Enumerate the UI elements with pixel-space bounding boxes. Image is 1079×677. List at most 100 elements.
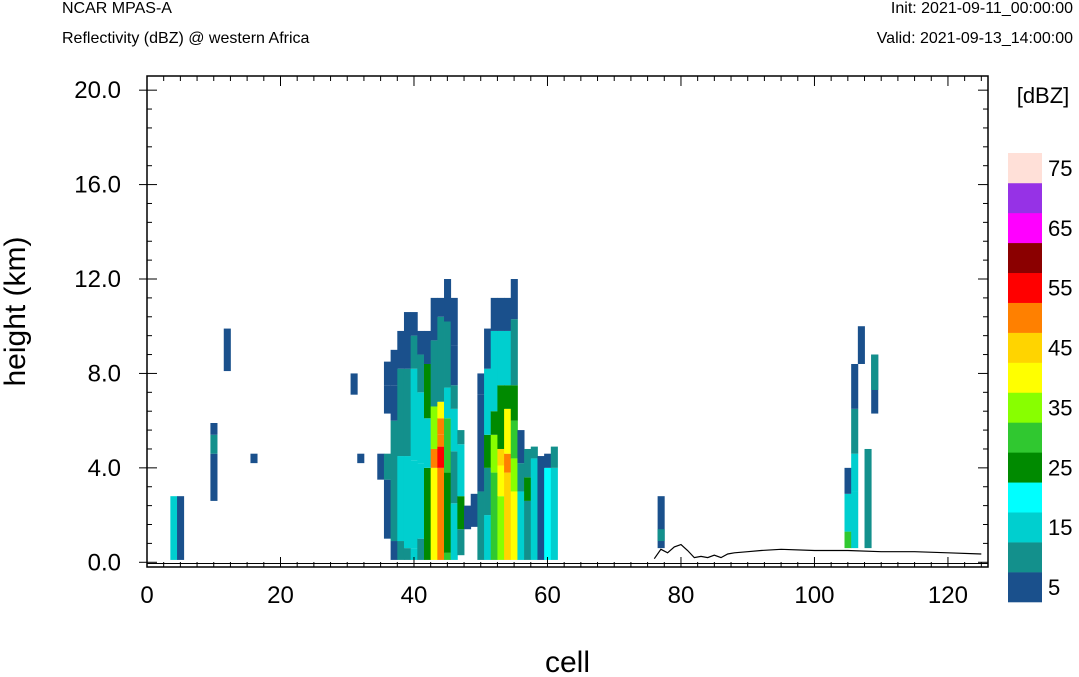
reflectivity-cell <box>424 418 432 468</box>
x-tick-label: 100 <box>794 582 834 609</box>
colorbar-swatch <box>1008 302 1042 333</box>
reflectivity-cell <box>403 312 412 369</box>
colorbar-label: 35 <box>1048 395 1072 420</box>
reflectivity-cell <box>504 453 512 473</box>
reflectivity-cell <box>450 451 458 504</box>
colorbar-swatch <box>1008 153 1042 184</box>
reflectivity-cell <box>470 493 478 527</box>
reflectivity-cell <box>497 297 505 331</box>
colorbar-units: [dBZ] <box>1017 83 1070 108</box>
reflectivity-cell <box>397 368 405 457</box>
reflectivity-cell <box>871 354 879 390</box>
reflectivity-cell <box>450 385 458 409</box>
reflectivity-cell <box>397 456 405 542</box>
reflectivity-cell <box>397 330 405 369</box>
reflectivity-cell <box>657 529 665 542</box>
reflectivity-cell <box>657 496 665 549</box>
reflectivity-cell <box>524 477 532 501</box>
colorbar-swatch <box>1008 242 1042 274</box>
reflectivity-cell <box>490 434 498 473</box>
reflectivity-cell <box>450 408 458 452</box>
reflectivity-cell <box>497 330 505 386</box>
reflectivity-cell <box>350 373 358 395</box>
reflectivity-cell <box>430 406 438 449</box>
reflectivity-cell <box>537 456 545 560</box>
x-tick-labels: 0 20 40 60 80 100 120 <box>140 582 968 609</box>
axis-ticks <box>139 76 988 567</box>
reflectivity-cell <box>430 467 438 560</box>
y-tick-label: 16.0 <box>74 172 121 199</box>
init-time: Init: 2021-09-11_00:00:00 <box>890 0 1073 17</box>
reflectivity-cell <box>524 500 532 560</box>
reflectivity-cell <box>450 345 458 386</box>
reflectivity-cell <box>477 491 485 560</box>
reflectivity-cell <box>417 463 425 539</box>
colorbar-swatch <box>1008 422 1042 453</box>
reflectivity-cell <box>517 491 525 560</box>
reflectivity-cell <box>844 467 852 494</box>
reflectivity-cell <box>437 467 445 560</box>
reflectivity-cell <box>464 505 472 530</box>
reflectivity-cell <box>410 335 418 369</box>
reflectivity-cell <box>484 467 492 516</box>
reflectivity-cell <box>530 446 538 459</box>
reflectivity-cell <box>424 467 432 560</box>
colorbar-label: 55 <box>1048 276 1072 301</box>
reflectivity-cell <box>550 467 558 560</box>
colorbar-swatch <box>1008 512 1042 543</box>
colorbar: 5 15 25 35 45 55 65 75 <box>1008 153 1072 603</box>
reflectivity-cell <box>504 330 512 386</box>
terrain-profile <box>653 543 982 560</box>
y-tick-label: 4.0 <box>88 455 121 482</box>
reflectivity-cell <box>544 453 552 468</box>
reflectivity-cell <box>857 326 865 364</box>
reflectivity-cell <box>437 446 445 468</box>
reflectivity-cell <box>177 496 185 560</box>
reflectivity-cell <box>490 297 498 331</box>
reflectivity-cell <box>504 472 512 560</box>
reflectivity-cell <box>450 503 458 560</box>
reflectivity-cell <box>844 531 852 549</box>
colorbar-swatch <box>1008 452 1042 483</box>
reflectivity-cell <box>444 321 452 388</box>
reflectivity-cell <box>851 363 859 409</box>
reflectivity-cell <box>450 297 458 346</box>
reflectivity-cell <box>223 328 231 372</box>
colorbar-swatch <box>1008 272 1042 303</box>
reflectivity-cell <box>437 316 445 402</box>
reflectivity-cell <box>383 479 392 539</box>
colorbar-swatch <box>1008 572 1042 603</box>
reflectivity-cell <box>510 319 518 386</box>
reflectivity-cell <box>510 420 518 459</box>
colorbar-swatch <box>1008 392 1042 423</box>
x-tick-label: 60 <box>534 582 561 609</box>
reflectivity-cell <box>504 408 512 454</box>
colorbar-swatch <box>1008 212 1042 244</box>
reflectivity-cell <box>417 538 425 560</box>
reflectivity-cell <box>403 368 412 457</box>
colorbar-swatch <box>1008 332 1042 363</box>
reflectivity-cell <box>410 548 418 560</box>
reflectivity-cell <box>383 385 392 414</box>
reflectivity-cell <box>210 423 218 435</box>
y-tick-label: 8.0 <box>88 360 121 387</box>
reflectivity-cell <box>170 496 178 560</box>
y-axis-title: height (km) <box>0 236 32 386</box>
reflectivity-cell <box>437 297 445 317</box>
reflectivity-cell <box>444 472 452 553</box>
colorbar-label: 75 <box>1048 156 1072 181</box>
reflectivity-cell <box>497 496 505 560</box>
reflectivity-cells <box>170 279 879 560</box>
field-subtitle: Reflectivity (dBZ) @ western Africa <box>62 30 310 47</box>
reflectivity-cell <box>484 368 492 435</box>
valid-time: Valid: 2021-09-13_14:00:00 <box>876 30 1073 47</box>
reflectivity-cell <box>444 552 452 560</box>
reflectivity-cell <box>851 408 859 454</box>
reflectivity-cell <box>383 453 392 480</box>
reflectivity-cell <box>864 448 872 549</box>
colorbar-label: 25 <box>1048 455 1072 480</box>
y-tick-label: 0.0 <box>88 549 121 576</box>
x-tick-label: 120 <box>928 582 968 609</box>
reflectivity-cell <box>490 472 498 560</box>
reflectivity-cell <box>417 330 425 355</box>
